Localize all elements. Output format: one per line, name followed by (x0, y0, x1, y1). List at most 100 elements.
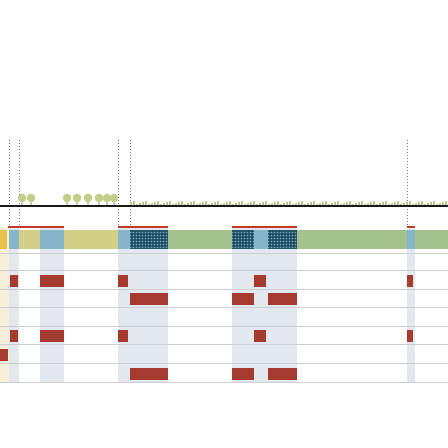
shrub-mark (415, 203, 417, 205)
shrub-mark (391, 203, 393, 205)
red-blocks-layer (0, 275, 413, 380)
band-segment-green (415, 230, 448, 249)
tree-icon (83, 193, 93, 203)
shrub-mark (295, 203, 297, 205)
red-block (130, 293, 168, 305)
shrub-mark (373, 201, 375, 205)
shrub-mark (136, 204, 138, 205)
shrub-mark (208, 204, 210, 205)
shrub-mark (235, 203, 237, 205)
shrub-mark (394, 202, 396, 205)
surface-band-layer (0, 226, 448, 249)
shrub-mark (217, 201, 219, 205)
vegetation-layer (17, 193, 447, 205)
band-segment-green (297, 230, 407, 249)
shrub-mark (241, 201, 243, 205)
shrub-mark (286, 202, 288, 205)
red-block (254, 275, 266, 287)
shrub-mark (430, 202, 432, 205)
shrub-mark (151, 203, 153, 205)
band-segment-blue (407, 230, 415, 249)
shrub-mark (253, 201, 255, 205)
shrub-mark (145, 201, 147, 205)
tree-icon (62, 193, 72, 203)
shrub-mark (322, 202, 324, 205)
shrub-mark (409, 201, 411, 205)
shrub-mark (211, 203, 213, 205)
shrub-mark (442, 202, 444, 205)
red-block (0, 349, 8, 361)
shrub-mark (187, 203, 189, 205)
shrub-mark (268, 204, 270, 205)
shrub-mark (433, 201, 435, 205)
shrub-mark (358, 202, 360, 205)
shrub-mark (214, 202, 216, 205)
shrub-mark (424, 204, 426, 205)
shrub-mark (256, 204, 258, 205)
shrub-mark (190, 202, 192, 205)
shrub-mark (283, 203, 285, 205)
shrub-mark (199, 203, 201, 205)
shrub-mark (388, 204, 390, 205)
shrub-mark (346, 202, 348, 205)
shrub-mark (298, 202, 300, 205)
shrub-mark (418, 202, 420, 205)
shrub-mark (292, 204, 294, 205)
shrub-mark (244, 204, 246, 205)
band-segment-blue (40, 230, 64, 249)
band-segment-blue (118, 230, 130, 249)
shrub-mark (274, 202, 276, 205)
shrub-mark (232, 204, 234, 205)
column-shade (407, 228, 415, 383)
shrub-mark (334, 202, 336, 205)
shrub-mark (319, 203, 321, 205)
shrub-mark (412, 204, 414, 205)
shrub-mark (421, 201, 423, 205)
shrub-mark (259, 203, 261, 205)
shrub-mark (370, 202, 372, 205)
column-shade (268, 228, 297, 383)
shrub-mark (304, 204, 306, 205)
shrub-mark (439, 203, 441, 205)
shrub-mark (280, 204, 282, 205)
column-shade (232, 228, 254, 383)
shrub-mark (355, 203, 357, 205)
tree-icon (17, 193, 27, 203)
red-block (118, 275, 128, 287)
shrub-mark (148, 204, 150, 205)
shrub-mark (445, 201, 447, 205)
red-block (130, 368, 168, 380)
shrub-mark (313, 201, 315, 205)
shrub-mark (223, 203, 225, 205)
shrub-mark (130, 202, 132, 205)
band-segment-blue (9, 230, 19, 249)
shrub-mark (226, 202, 228, 205)
shrub-mark (220, 204, 222, 205)
shrub-mark (271, 203, 273, 205)
shrub-mark (307, 203, 309, 205)
shrub-mark (352, 204, 354, 205)
shrub-mark (169, 201, 171, 205)
shrub-mark (142, 202, 144, 205)
shrub-mark (376, 204, 378, 205)
shrub-mark (367, 203, 369, 205)
shrub-mark (331, 203, 333, 205)
red-block (40, 275, 64, 287)
band-segment-green (168, 230, 232, 249)
shrub-mark (340, 204, 342, 205)
band-segment-yellow (64, 230, 118, 249)
shrub-mark (289, 201, 291, 205)
red-accent-line (118, 226, 168, 228)
shrub-mark (163, 203, 165, 205)
shrub-mark (196, 204, 198, 205)
red-block (118, 330, 128, 342)
column-shade (130, 228, 168, 383)
shrub-mark (262, 202, 264, 205)
shrub-mark (301, 201, 303, 205)
red-block (40, 330, 64, 342)
shrub-mark (184, 204, 186, 205)
column-shade (118, 228, 130, 383)
left-highlight-strip (0, 228, 9, 383)
